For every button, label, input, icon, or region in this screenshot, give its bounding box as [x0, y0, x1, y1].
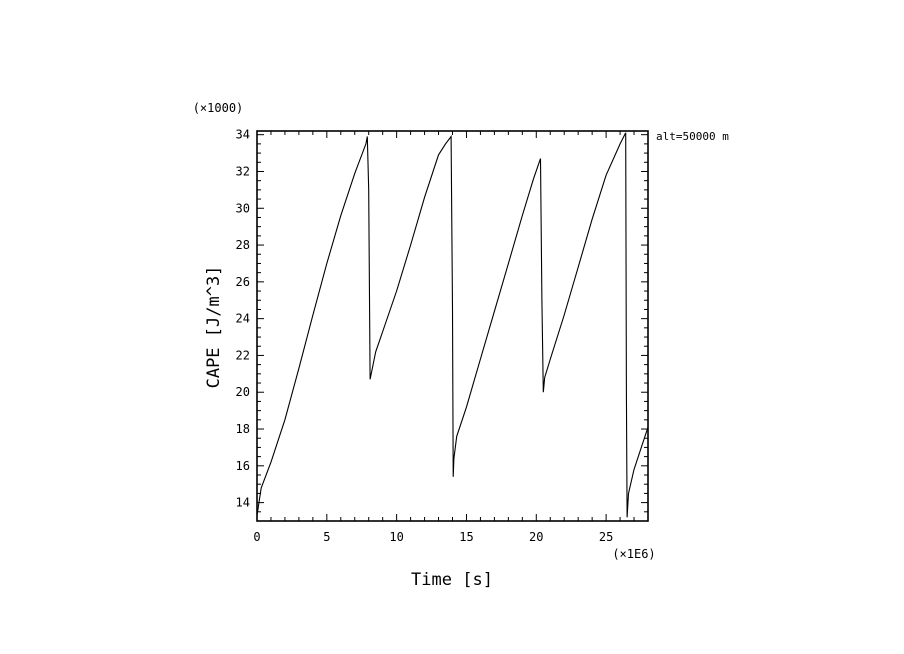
y-tick-label: 18	[236, 422, 250, 436]
y-tick-label: 14	[236, 496, 250, 510]
y-tick-label: 32	[236, 164, 250, 178]
x-axis-title: Time [s]	[411, 570, 493, 590]
y-tick-label: 26	[236, 275, 250, 289]
y-tick-label: 20	[236, 385, 250, 399]
y-tick-label: 28	[236, 238, 250, 252]
y-axis-ticks: 14 16 18 20 22 24 26 28 30 32 34	[236, 128, 648, 522]
y-tick-label: 16	[236, 459, 250, 473]
y-tick-label: 34	[236, 128, 250, 142]
x-tick-label: 10	[389, 530, 403, 544]
y-tick-label: 30	[236, 201, 250, 215]
x-axis-ticks: 0 5 10 15 20 25	[253, 131, 649, 544]
x-tick-label: 25	[599, 530, 613, 544]
y-tick-label: 24	[236, 312, 250, 326]
series-line	[256, 132, 649, 518]
altitude-annotation: alt=50000 m	[656, 130, 729, 143]
y-multiplier-label: (×1000)	[193, 101, 244, 115]
x-tick-label: 20	[529, 530, 543, 544]
x-tick-label: 5	[323, 530, 330, 544]
y-tick-label: 22	[236, 348, 250, 362]
y-axis-title: CAPE [J/m^3]	[204, 266, 224, 389]
x-tick-label: 0	[253, 530, 260, 544]
x-multiplier-label: (×1E6)	[612, 547, 655, 561]
x-tick-label: 15	[459, 530, 473, 544]
